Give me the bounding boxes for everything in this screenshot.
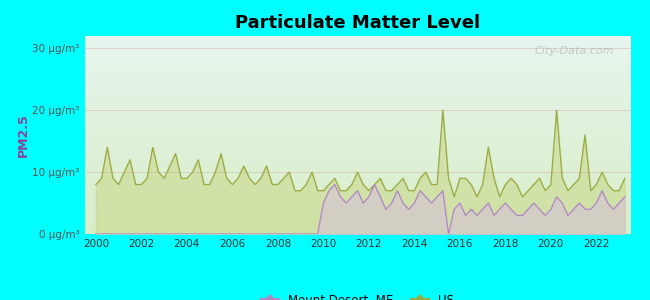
Legend: Mount Desert, ME, US: Mount Desert, ME, US xyxy=(256,289,459,300)
Text: City-Data.com: City-Data.com xyxy=(534,46,614,56)
Title: Particulate Matter Level: Particulate Matter Level xyxy=(235,14,480,32)
Y-axis label: PM2.5: PM2.5 xyxy=(16,113,29,157)
